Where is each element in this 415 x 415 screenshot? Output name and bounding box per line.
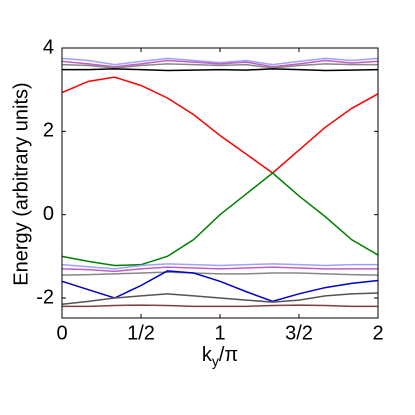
y-tick-label: 2: [43, 120, 54, 142]
x-tick-label: 0: [56, 322, 67, 344]
band-line: [61, 266, 378, 273]
band-line: [61, 57, 379, 66]
x-tick-label: 2: [372, 322, 383, 344]
x-axis-label: ky/π: [202, 344, 238, 368]
plot-frame: [61, 47, 379, 319]
band-line: [61, 270, 379, 303]
band-line: [61, 63, 378, 69]
band-line: [62, 304, 378, 308]
band-line: [61, 59, 379, 68]
y-axis-label: Energy (arbitrary units): [10, 82, 32, 285]
band-line: [61, 292, 379, 305]
band-line: [62, 68, 379, 72]
band-line: [61, 76, 379, 174]
band-line: [61, 271, 379, 276]
x-tick-label: 3/2: [285, 322, 313, 344]
band-line: [61, 172, 379, 267]
y-tick-label: -2: [36, 286, 54, 308]
band-line: [61, 263, 378, 270]
y-tick-label: 0: [43, 203, 54, 225]
x-tick-label: 1: [214, 322, 225, 344]
x-tick-label: 1/2: [127, 322, 155, 344]
y-tick-label: 4: [43, 36, 54, 58]
